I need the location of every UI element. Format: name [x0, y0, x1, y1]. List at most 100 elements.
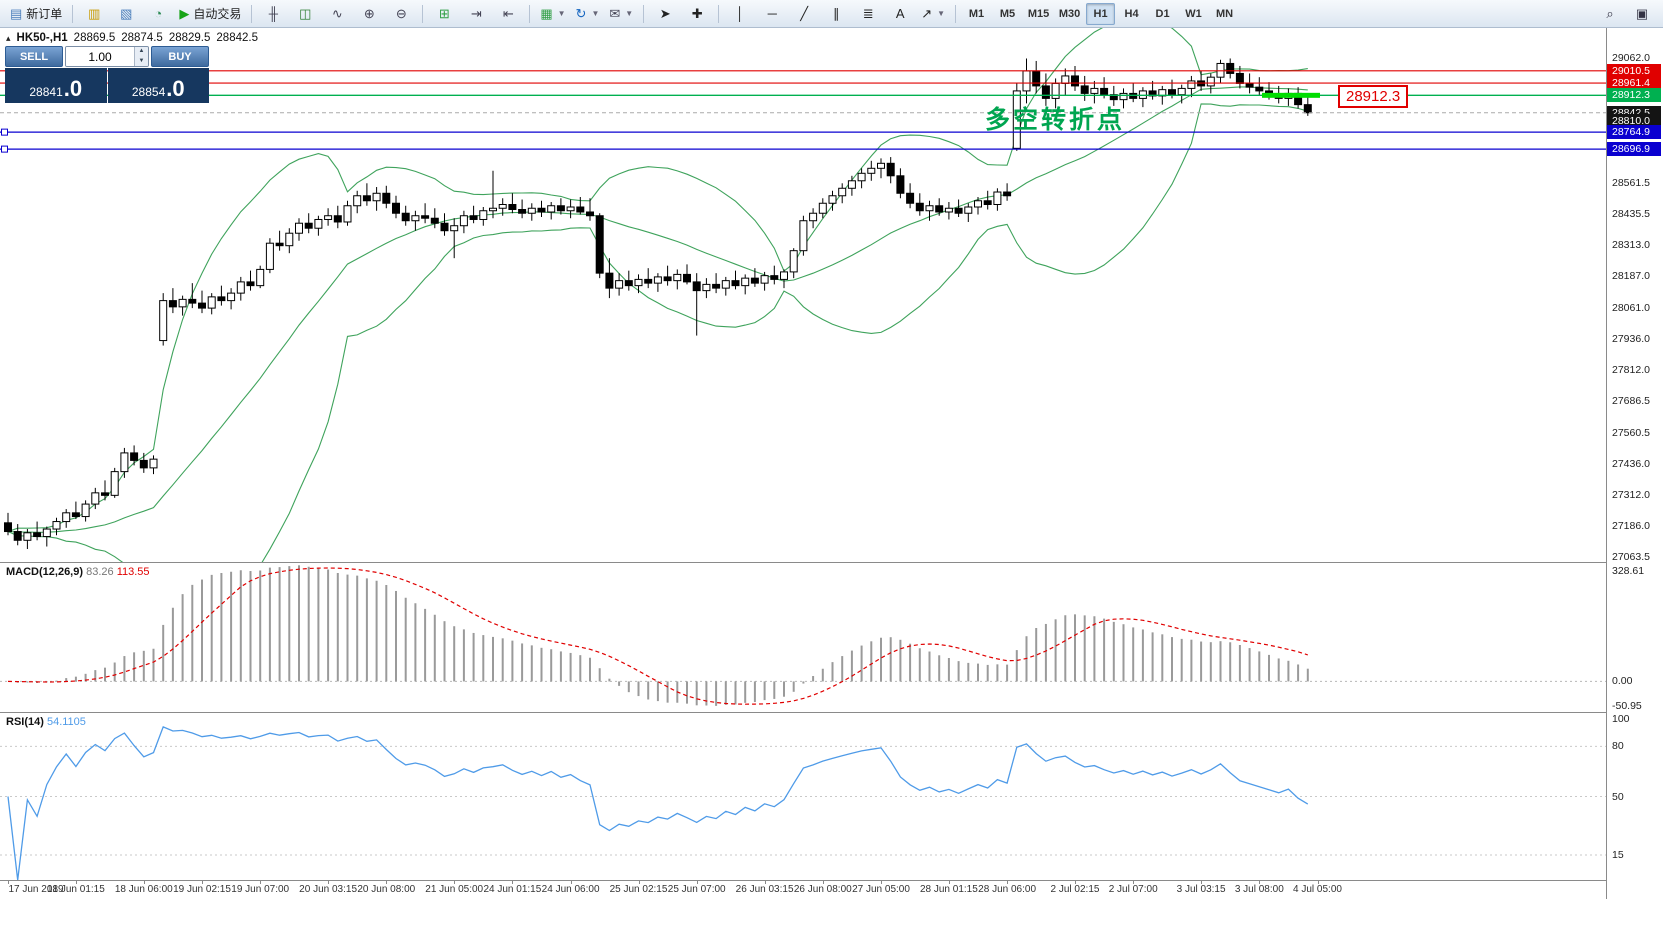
volume-input[interactable]: [66, 47, 134, 66]
bull-candle: [780, 271, 788, 280]
text-icon[interactable]: A: [885, 2, 915, 26]
volume-down-icon[interactable]: ▼: [135, 56, 148, 66]
main-chart-canvas[interactable]: [0, 28, 1606, 562]
ohlc-open: 28869.5: [73, 32, 116, 44]
time-label: 21 Jun 05:00: [425, 884, 484, 895]
bull-candle: [314, 218, 323, 229]
buy-button[interactable]: BUY: [151, 46, 209, 67]
sell-price-display[interactable]: 28841 .0: [5, 68, 107, 103]
time-label: 2 Jul 07:00: [1108, 884, 1158, 895]
volume-up-icon[interactable]: ▲: [135, 47, 148, 57]
chevron-down-icon[interactable]: ▼: [625, 9, 634, 18]
bear-candle: [304, 222, 313, 229]
bollinger-lower: [7, 103, 1308, 562]
chart-collapse-icon[interactable]: ▴: [6, 32, 11, 43]
line-handle[interactable]: [1, 145, 8, 153]
macd-name: MACD(12,26,9): [6, 566, 84, 578]
trendline-icon[interactable]: ╱: [789, 2, 819, 26]
new-order-button[interactable]: ▤ 新订单: [6, 2, 66, 26]
line-handle[interactable]: [1, 128, 8, 136]
panel-separator[interactable]: [0, 562, 1663, 563]
bear-candle: [139, 459, 148, 469]
panel-separator[interactable]: [0, 712, 1663, 713]
hline-icon[interactable]: ─: [757, 2, 787, 26]
toolbar-separator: [718, 4, 720, 23]
chevron-down-icon[interactable]: ▼: [557, 9, 566, 18]
zoom-out-icon[interactable]: ⊖: [386, 2, 416, 26]
bar-chart-icon[interactable]: ╫: [258, 2, 288, 26]
search-icon[interactable]: ⌕: [1595, 2, 1625, 26]
time-axis[interactable]: 17 Jun 2019 18 Jun 01:15 18 Jun 06:00 19 Ju…: [0, 881, 1663, 899]
expert-list-icon[interactable]: ▣: [1627, 2, 1657, 26]
price-badge: 28696.9: [1607, 142, 1661, 157]
time-label: 18 Jun 01:15: [46, 884, 105, 895]
mail-icon[interactable]: ✉ ▼: [605, 2, 637, 26]
macd-canvas[interactable]: [0, 563, 1606, 712]
price-callout[interactable]: 28912.3: [1338, 85, 1409, 108]
line-chart-icon[interactable]: ∿: [322, 2, 352, 26]
price-badge: 28810.0: [1607, 113, 1661, 128]
highlighted-line-segment[interactable]: [1262, 92, 1320, 98]
timeframe-mn[interactable]: MN: [1215, 7, 1234, 20]
timeframe-m1[interactable]: M1: [968, 7, 985, 20]
candle-chart-icon[interactable]: ◫: [290, 2, 320, 26]
autotrade-button[interactable]: ▶ 自动交易: [175, 2, 245, 26]
time-tick-mark: [1007, 881, 1009, 884]
time-tick-mark: [638, 881, 640, 884]
zoom-in-icon[interactable]: ⊕: [354, 2, 384, 26]
indicators-icon[interactable]: ◔: [143, 2, 173, 26]
new-chart-icon[interactable]: ▦ ▼: [536, 2, 569, 26]
toolbar-separator: [251, 4, 253, 23]
time-label: 25 Jun 02:15: [609, 884, 668, 895]
profiles-icon[interactable]: ▧: [111, 2, 141, 26]
bear-candle: [275, 242, 284, 247]
auto-scroll-icon[interactable]: ⇥: [461, 2, 491, 26]
bear-candle: [246, 281, 255, 287]
bear-candle: [130, 452, 139, 461]
cycle-icon[interactable]: ↻ ▼: [572, 2, 604, 26]
rsi-axis-label: 15: [1612, 848, 1624, 861]
buy-price-display[interactable]: 28854 .0: [107, 68, 209, 103]
bull-candle: [1090, 87, 1099, 94]
buy-price-small: 28854: [131, 85, 166, 99]
bull-candle: [295, 222, 303, 234]
time-tick-mark: [512, 881, 514, 884]
timeframe-m5[interactable]: M5: [999, 7, 1016, 20]
time-tick-mark: [822, 881, 824, 884]
vline-icon[interactable]: │: [725, 2, 755, 26]
chart-shift-icon[interactable]: ⇤: [493, 2, 523, 26]
cursor-icon[interactable]: ➤: [650, 2, 680, 26]
charts-icon[interactable]: ▥: [79, 2, 109, 26]
timeframe-m30[interactable]: M30: [1058, 7, 1081, 20]
bull-candle: [1051, 82, 1060, 99]
timeframe-m15[interactable]: M15: [1027, 7, 1050, 20]
bull-candle: [974, 200, 982, 208]
timeframe-h4[interactable]: H4: [1124, 7, 1139, 20]
toolbar-separator: [955, 4, 957, 23]
arrows-icon[interactable]: ↗ ▼: [917, 2, 949, 26]
sell-button[interactable]: SELL: [5, 46, 63, 67]
price-axis[interactable]: 29062.0 28561.5 28435.5 28313.0 28187.0 28061…: [1607, 28, 1663, 899]
chart-header: ▴ HK50-,H1 28869.5 28874.5 28829.5 28842…: [6, 32, 258, 44]
price-badge: 29010.5: [1607, 63, 1661, 78]
bear-candle: [605, 272, 614, 289]
rsi-canvas[interactable]: [0, 713, 1606, 880]
chevron-down-icon[interactable]: ▼: [937, 9, 946, 18]
bull-candle: [847, 180, 856, 189]
bear-candle: [750, 277, 759, 284]
channel-icon[interactable]: ∥: [821, 2, 851, 26]
tile-windows-icon[interactable]: ⊞: [429, 2, 459, 26]
timeframe-h1[interactable]: H1: [1086, 2, 1116, 25]
annotation-text[interactable]: 多空转折点: [985, 106, 1126, 134]
fibo-icon[interactable]: ≣: [853, 2, 883, 26]
bear-candle: [392, 202, 400, 214]
indicators-icon: ◔: [154, 6, 163, 21]
price-tick: 27436.0: [1612, 457, 1650, 470]
tile-windows-icon: ⊞: [438, 5, 450, 21]
timeframe-d1[interactable]: D1: [1155, 7, 1170, 20]
chart-symbol-period: HK50-,H1: [16, 32, 68, 44]
timeframe-w1[interactable]: W1: [1185, 7, 1202, 20]
chevron-down-icon[interactable]: ▼: [591, 9, 600, 18]
bear-candle: [1255, 86, 1264, 92]
crosshair-icon[interactable]: ✚: [682, 2, 712, 26]
